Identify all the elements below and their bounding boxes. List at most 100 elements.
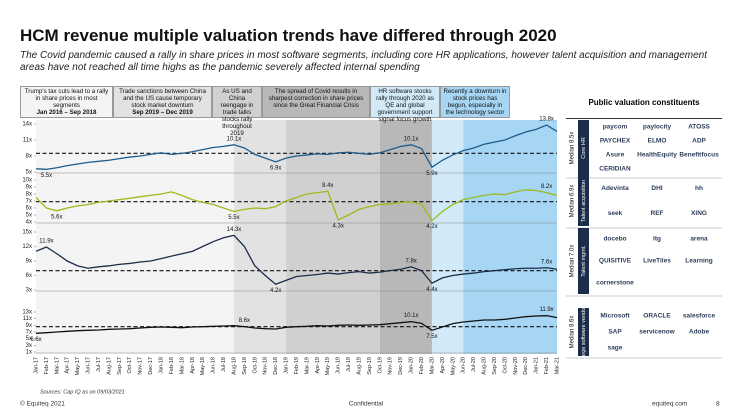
y-tick-label: 1x: [26, 350, 32, 356]
x-tick-label: Jun-17: [86, 357, 92, 374]
period-dates: Jan 2016 – Sep 2018: [36, 109, 97, 116]
period-shade: [233, 120, 287, 354]
x-tick-label: Apr-19: [315, 357, 321, 374]
y-tick-label: 9x: [26, 323, 32, 329]
source-note: Sources: Cap IQ as on 09/03/2021: [40, 389, 125, 395]
annotation: 7.8x: [405, 258, 416, 264]
annotation: 7.6x: [541, 259, 552, 265]
period-text: The spread of Covid results in sharpest …: [268, 88, 364, 109]
x-tick-label: Jun-20: [461, 357, 467, 374]
annotation: 10.1x: [404, 136, 419, 142]
x-tick-label: Feb-19: [294, 357, 300, 374]
x-tick-label: Sep-17: [117, 357, 123, 375]
x-tick-label: Jun-18: [211, 357, 217, 374]
segment-label: Large software vendors: [581, 303, 587, 361]
annotation: 8.2x: [541, 184, 552, 190]
series-line: [35, 189, 558, 222]
x-tick-label: Jan-17: [33, 357, 39, 374]
y-tick-label: 5x: [26, 170, 32, 176]
y-tick-label: 8x: [26, 192, 32, 198]
period-text: Recently a downturn in stock prices has …: [443, 88, 507, 116]
logo: Adobe: [689, 329, 710, 336]
annotation: 13.8x: [539, 117, 554, 123]
x-tick-label: Nov-19: [388, 357, 394, 375]
logo: servicenow: [639, 329, 675, 336]
logo: salesforce: [683, 313, 716, 320]
panel-title: Public valuation constituents: [566, 86, 722, 119]
y-tick-label: 10x: [22, 178, 32, 184]
logo: REF: [651, 210, 664, 217]
x-tick-label: Jul-17: [96, 357, 102, 372]
y-tick-label: 13x: [22, 310, 32, 316]
period-shade: [286, 120, 380, 354]
x-tick-label: Mar-21: [554, 357, 560, 374]
logo: ORACLE: [643, 313, 671, 320]
x-tick-label: Jan-19: [284, 357, 290, 374]
period-text: Trump's tax cuts lead to a rally in shar…: [24, 88, 109, 109]
x-tick-label: Oct-19: [377, 357, 383, 374]
x-tick-label: Dec-20: [523, 357, 529, 375]
x-tick-label: Dec-17: [148, 357, 154, 375]
logo: cornerstone: [596, 280, 634, 287]
y-tick-label: 3x: [26, 288, 32, 294]
x-tick-label: Nov-17: [138, 357, 144, 375]
annotation: 11.9x: [539, 307, 553, 313]
segment-label: Talent mgmt.: [581, 245, 587, 277]
period-box: HR software stocks rally through 2020 as…: [370, 86, 440, 123]
period-shade: [379, 120, 432, 354]
x-tick-label: Apr-20: [440, 357, 446, 374]
x-tick-label: May-18: [200, 357, 206, 375]
x-tick-label: Apr-18: [190, 357, 196, 374]
logo: Adevinta: [601, 185, 629, 192]
y-tick-label: 15x: [22, 230, 32, 236]
x-tick-label: Feb-18: [169, 357, 175, 374]
x-tick-label: May-20: [450, 357, 456, 375]
confidential: Confidential: [349, 401, 384, 408]
x-tick-label: Jul-19: [346, 357, 352, 372]
y-tick-label: 9x: [26, 185, 32, 191]
logo: QUISITIVE: [599, 258, 632, 265]
x-tick-label: Dec-19: [398, 357, 404, 375]
annotation: 14.3x: [227, 227, 242, 233]
logo: paylocity: [643, 124, 672, 131]
x-tick-label: Jul-18: [221, 357, 227, 372]
logo: XING: [691, 210, 707, 217]
period-shade: [431, 120, 464, 354]
site: equiteq.com: [652, 401, 687, 408]
logo: Learning: [685, 258, 712, 265]
y-tick-label: 6x: [26, 206, 32, 212]
period-text: Trade sanctions between China and the US…: [119, 88, 206, 109]
x-tick-label: Jan-18: [158, 357, 164, 374]
series-line: [35, 124, 558, 170]
segment-strip: [578, 308, 589, 356]
logo: docebo: [603, 236, 626, 243]
y-tick-label: 9x: [26, 259, 32, 265]
annotation: 8.4x: [322, 183, 333, 189]
series-line: [35, 234, 558, 285]
annotation: 11.9x: [39, 239, 53, 245]
x-tick-label: Aug-18: [231, 357, 237, 375]
annotation: 8.6x: [239, 318, 250, 324]
x-tick-label: Sep-18: [242, 357, 248, 375]
y-tick-label: 11x: [23, 316, 32, 322]
y-tick-label: 8x: [26, 154, 32, 160]
annotation: 5.5x: [41, 173, 52, 179]
logo: PAYCHEX: [600, 138, 631, 145]
annotation: 10.1x: [404, 313, 419, 319]
annotation: 6.9x: [270, 165, 281, 171]
x-tick-label: Mar-18: [179, 357, 185, 374]
x-tick-label: Aug-19: [356, 357, 362, 375]
segment-label: Core HR: [581, 137, 587, 158]
x-tick-label: Feb-20: [419, 357, 425, 374]
segment-strip: [578, 176, 589, 226]
logo: SAP: [608, 329, 622, 336]
median-label: Median 8.6x: [570, 316, 576, 349]
logo: LiveTiles: [643, 258, 671, 265]
period-box: Trump's tax cuts lead to a rally in shar…: [20, 86, 113, 118]
annotation: 4.2x: [270, 288, 281, 294]
y-tick-label: 6x: [26, 273, 32, 279]
period-box: Recently a downturn in stock prices has …: [440, 86, 510, 118]
x-tick-label: Nov-18: [263, 357, 269, 375]
